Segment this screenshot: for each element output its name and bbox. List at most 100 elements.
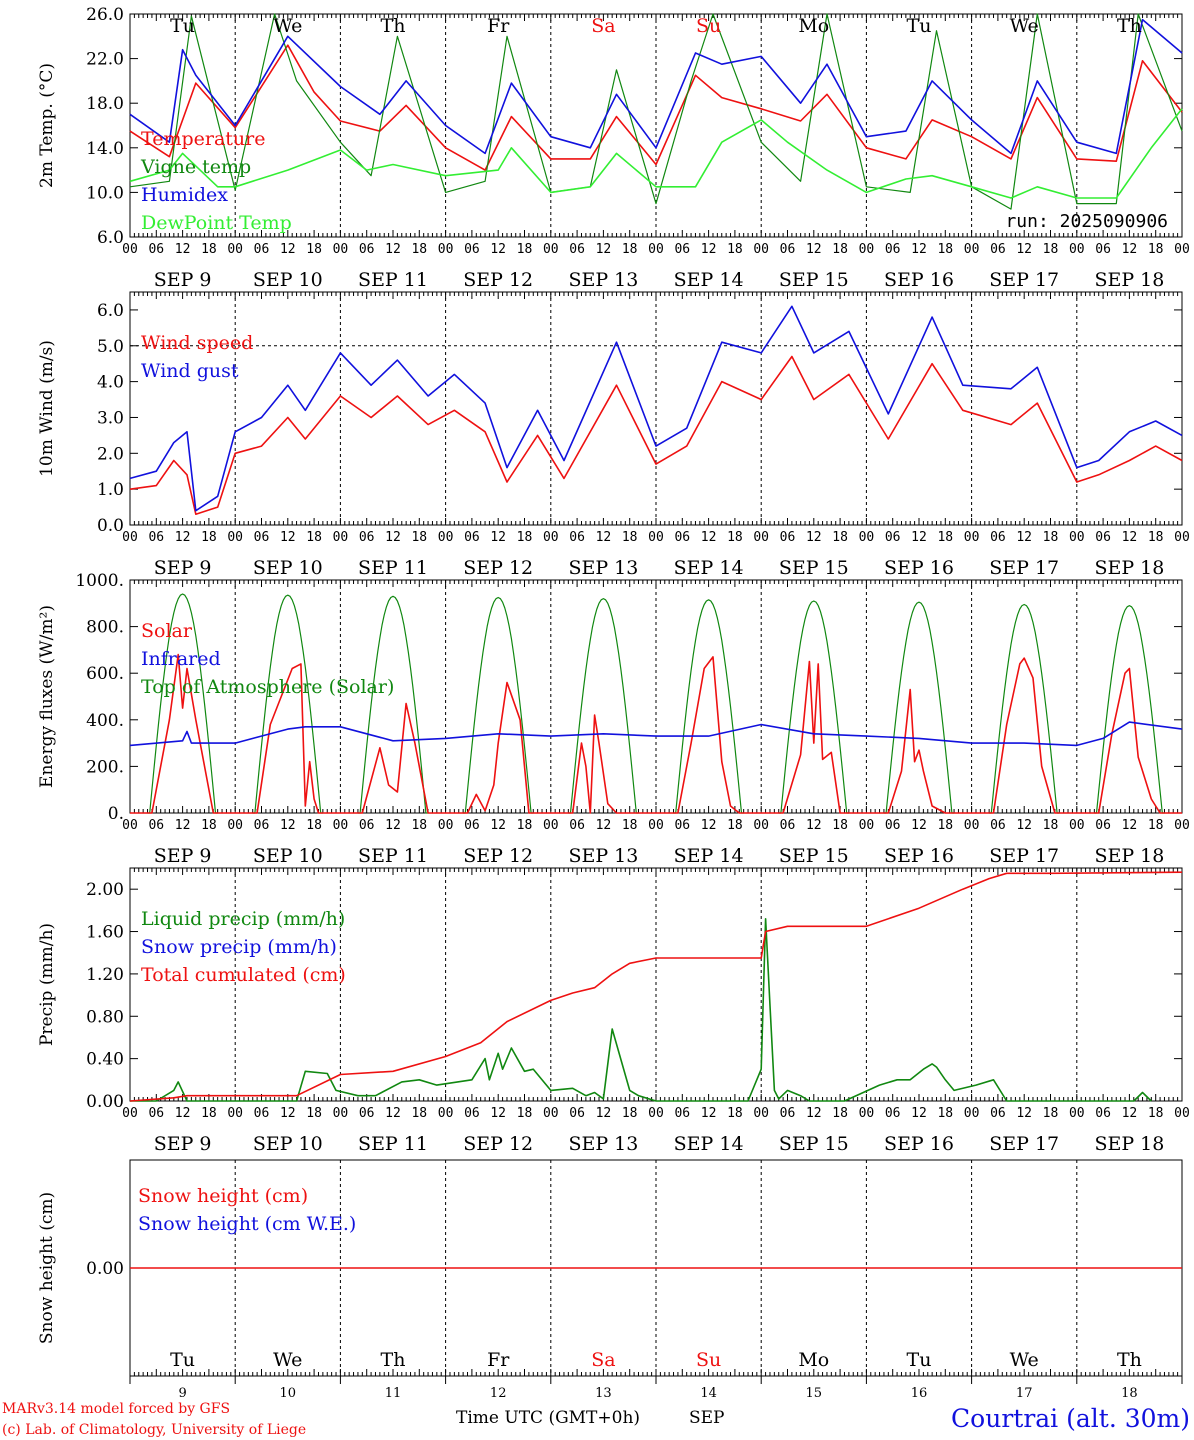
y-tick-label: 1.20 bbox=[86, 965, 124, 985]
hour-tick-label: 18 bbox=[306, 242, 322, 257]
hour-tick-label: 06 bbox=[359, 242, 375, 257]
hour-tick-label: 00 bbox=[1174, 242, 1190, 257]
weekday-label: Th bbox=[381, 15, 406, 37]
hour-tick-label: 18 bbox=[937, 1106, 953, 1121]
hour-tick-label: 18 bbox=[1148, 242, 1164, 257]
y-axis-label: 10m Wind (m/s) bbox=[37, 340, 57, 477]
hour-tick-label: 06 bbox=[1095, 818, 1111, 833]
weekday-label: Sa bbox=[591, 15, 615, 37]
hour-tick-label: 18 bbox=[622, 818, 638, 833]
hour-tick-label: 18 bbox=[937, 530, 953, 545]
weekday-label: Fr bbox=[487, 1349, 510, 1371]
hour-tick-label: 12 bbox=[1122, 242, 1138, 257]
run-label: run: 2025090906 bbox=[1005, 211, 1168, 232]
hour-tick-label: 00 bbox=[543, 818, 559, 833]
hour-tick-label: 06 bbox=[254, 242, 270, 257]
day-number-label: 14 bbox=[700, 1386, 717, 1401]
hour-tick-label: 00 bbox=[227, 1106, 243, 1121]
y-tick-label: 800. bbox=[86, 618, 124, 638]
legend-label: Solar bbox=[141, 620, 193, 642]
date-label: SEP 17 bbox=[989, 1133, 1059, 1155]
y-tick-label: 400. bbox=[86, 711, 124, 731]
hour-tick-label: 00 bbox=[1069, 242, 1085, 257]
hour-tick-label: 00 bbox=[438, 242, 454, 257]
hour-tick-label: 06 bbox=[674, 1106, 690, 1121]
hour-tick-label: 18 bbox=[1148, 530, 1164, 545]
hour-tick-label: 12 bbox=[175, 818, 191, 833]
weekday-label: Fr bbox=[487, 15, 510, 37]
hour-tick-label: 06 bbox=[885, 818, 901, 833]
hour-tick-label: 06 bbox=[674, 530, 690, 545]
model-credit-text: MARv3.14 model forced by GFS bbox=[2, 1401, 230, 1417]
date-label: SEP 10 bbox=[253, 1133, 323, 1155]
hour-tick-label: 06 bbox=[1095, 242, 1111, 257]
day-number-label: 16 bbox=[911, 1386, 928, 1401]
hour-tick-label: 00 bbox=[1174, 530, 1190, 545]
hour-tick-label: 12 bbox=[701, 242, 717, 257]
y-tick-label: 18.0 bbox=[86, 94, 124, 114]
hour-tick-label: 18 bbox=[201, 818, 217, 833]
weekday-label: We bbox=[273, 15, 302, 37]
hour-tick-label: 12 bbox=[911, 818, 927, 833]
hour-tick-label: 00 bbox=[1174, 818, 1190, 833]
date-label: SEP 14 bbox=[674, 1133, 744, 1155]
date-label: SEP 14 bbox=[674, 557, 744, 579]
legend-label: Snow height (cm) bbox=[138, 1185, 308, 1207]
weekday-label: Tu bbox=[170, 15, 195, 37]
hour-tick-label: 06 bbox=[254, 818, 270, 833]
hour-tick-label: 06 bbox=[569, 530, 585, 545]
date-label: SEP 11 bbox=[358, 557, 428, 579]
date-label: SEP 17 bbox=[989, 557, 1059, 579]
legend-label: DewPoint Temp bbox=[141, 212, 292, 234]
hour-tick-label: 18 bbox=[1043, 818, 1059, 833]
y-tick-label: 4.0 bbox=[97, 373, 124, 393]
y-tick-label: 200. bbox=[86, 757, 124, 777]
hour-tick-label: 00 bbox=[753, 242, 769, 257]
hour-tick-label: 00 bbox=[648, 1106, 664, 1121]
hour-tick-label: 18 bbox=[411, 530, 427, 545]
y-tick-label: 0.80 bbox=[86, 1007, 124, 1027]
toa-solar-line bbox=[568, 597, 639, 814]
hour-tick-label: 18 bbox=[517, 1106, 533, 1121]
hour-tick-label: 12 bbox=[701, 530, 717, 545]
weekday-label: Tu bbox=[907, 15, 932, 37]
date-label: SEP 15 bbox=[779, 845, 849, 867]
hour-tick-label: 06 bbox=[254, 530, 270, 545]
hour-tick-label: 00 bbox=[333, 530, 349, 545]
hour-tick-label: 18 bbox=[937, 242, 953, 257]
hour-tick-label: 06 bbox=[569, 242, 585, 257]
hour-tick-label: 00 bbox=[753, 530, 769, 545]
lab-credit-text: (c) Lab. of Climatology, University of L… bbox=[2, 1422, 306, 1438]
hour-tick-label: 18 bbox=[937, 818, 953, 833]
month-label: SEP bbox=[689, 1408, 725, 1428]
series-line bbox=[129, 108, 1183, 199]
hour-tick-label: 18 bbox=[1148, 1106, 1164, 1121]
legend-label: Wind speed bbox=[141, 332, 253, 354]
legend-label: Snow precip (mm/h) bbox=[141, 936, 337, 958]
hour-tick-label: 18 bbox=[411, 818, 427, 833]
legend-label: Top of Atmosphere (Solar) bbox=[141, 676, 394, 698]
hour-tick-label: 00 bbox=[122, 818, 138, 833]
hour-tick-label: 18 bbox=[411, 1106, 427, 1121]
hour-tick-label: 00 bbox=[122, 530, 138, 545]
panel-5: 0.00 Snow height (cm) Snow height (cm) Snow… bbox=[37, 1159, 1183, 1401]
hour-tick-label: 12 bbox=[385, 818, 401, 833]
series-line bbox=[130, 917, 1152, 1102]
hour-tick-label: 12 bbox=[596, 818, 612, 833]
hour-tick-label: 00 bbox=[964, 242, 980, 257]
date-label: SEP 12 bbox=[463, 269, 533, 291]
hour-tick-label: 12 bbox=[911, 242, 927, 257]
date-label: SEP 11 bbox=[358, 269, 428, 291]
hour-tick-label: 00 bbox=[1174, 1106, 1190, 1121]
hour-tick-label: 00 bbox=[964, 1106, 980, 1121]
toa-solar-line bbox=[883, 601, 955, 814]
toa-solar-line bbox=[147, 593, 218, 814]
toa-solar-line bbox=[252, 594, 323, 814]
hour-tick-label: 18 bbox=[201, 1106, 217, 1121]
series-line bbox=[129, 13, 1183, 210]
hour-tick-label: 18 bbox=[411, 242, 427, 257]
hour-tick-label: 12 bbox=[280, 1106, 296, 1121]
hour-tick-label: 18 bbox=[727, 242, 743, 257]
date-label: SEP 12 bbox=[463, 557, 533, 579]
